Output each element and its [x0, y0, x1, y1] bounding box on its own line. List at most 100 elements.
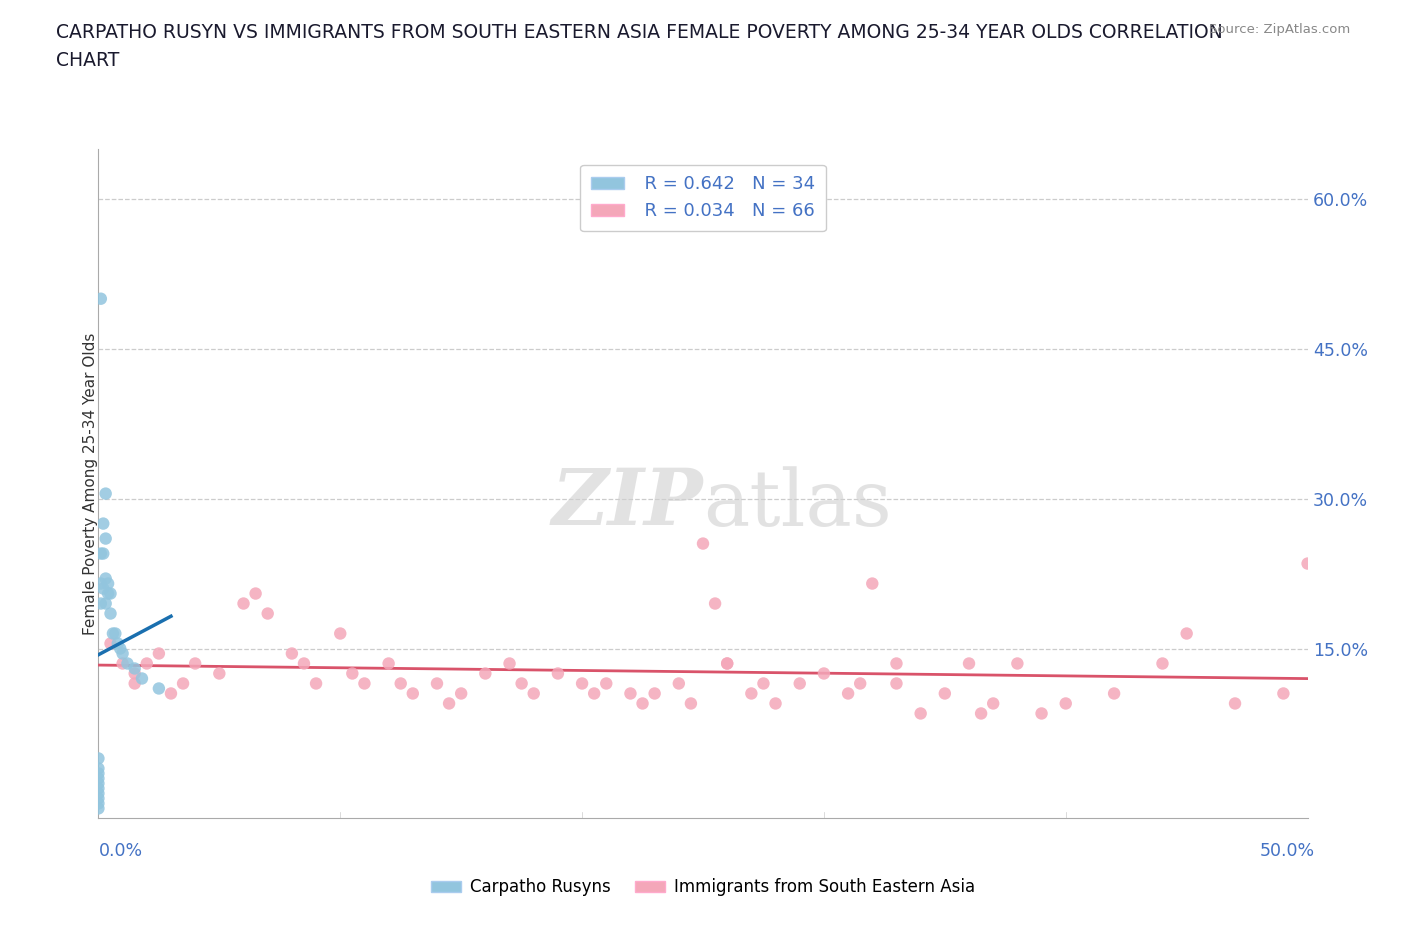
Point [124, 666, 146, 681]
Point [619, 686, 641, 701]
Point [981, 696, 1004, 711]
Point [111, 656, 134, 671]
Text: atlas: atlas [703, 466, 891, 541]
Point [631, 696, 654, 711]
Point [94, 531, 117, 546]
Point [245, 586, 267, 601]
Text: 0.0%: 0.0% [98, 842, 142, 859]
Point [305, 676, 328, 691]
Point [107, 636, 129, 651]
Point [101, 626, 124, 641]
Point [104, 626, 127, 641]
Point [91, 516, 114, 531]
Point [547, 666, 569, 681]
Point [498, 656, 520, 671]
Point [97, 586, 120, 601]
Point [957, 656, 980, 671]
Point [100, 606, 122, 621]
Point [716, 656, 738, 671]
Point [934, 686, 956, 701]
Point [256, 606, 278, 621]
Point [148, 681, 170, 696]
Point [208, 666, 231, 681]
Point [1272, 686, 1295, 701]
Point [1175, 626, 1198, 641]
Point [108, 641, 131, 656]
Point [752, 676, 775, 691]
Point [644, 686, 666, 701]
Y-axis label: Female Poverty Among 25-34 Year Olds: Female Poverty Among 25-34 Year Olds [83, 332, 97, 635]
Point [160, 686, 183, 701]
Point [704, 596, 727, 611]
Point [232, 596, 254, 611]
Legend:   R = 0.642   N = 34,   R = 0.034   N = 66: R = 0.642 N = 34, R = 0.034 N = 66 [581, 165, 825, 232]
Point [1007, 656, 1029, 671]
Point [90, 596, 112, 611]
Point [510, 676, 533, 691]
Point [94, 486, 117, 501]
Point [910, 706, 932, 721]
Point [100, 636, 122, 651]
Point [692, 536, 714, 551]
Text: CARPATHO RUSYN VS IMMIGRANTS FROM SOUTH EASTERN ASIA FEMALE POVERTY AMONG 25-34 : CARPATHO RUSYN VS IMMIGRANTS FROM SOUTH … [56, 23, 1223, 42]
Point [87, 776, 110, 790]
Point [813, 666, 835, 681]
Point [668, 676, 690, 691]
Point [90, 291, 112, 306]
Text: ZIP: ZIP [551, 465, 703, 542]
Point [131, 671, 153, 686]
Point [849, 676, 872, 691]
Point [886, 656, 908, 671]
Legend: Carpatho Rusyns, Immigrants from South Eastern Asia: Carpatho Rusyns, Immigrants from South E… [425, 871, 981, 903]
Point [1102, 686, 1125, 701]
Point [1031, 706, 1053, 721]
Point [860, 576, 883, 591]
Point [148, 646, 170, 661]
Point [292, 656, 315, 671]
Point [135, 656, 157, 671]
Point [837, 686, 859, 701]
Point [117, 656, 139, 671]
Point [87, 786, 110, 801]
Point [87, 791, 110, 806]
Point [342, 666, 364, 681]
Point [100, 586, 122, 601]
Point [87, 796, 110, 811]
Point [91, 581, 114, 596]
Point [389, 676, 412, 691]
Point [789, 676, 811, 691]
Point [87, 761, 110, 776]
Point [184, 656, 207, 671]
Point [172, 676, 194, 691]
Point [91, 546, 114, 561]
Point [1223, 696, 1246, 711]
Point [450, 686, 472, 701]
Point [94, 596, 117, 611]
Point [94, 571, 117, 586]
Point [886, 676, 908, 691]
Point [679, 696, 702, 711]
Point [87, 751, 110, 766]
Point [377, 656, 399, 671]
Point [970, 706, 993, 721]
Point [1054, 696, 1077, 711]
Point [353, 676, 375, 691]
Point [437, 696, 460, 711]
Point [124, 676, 146, 691]
Point [97, 576, 120, 591]
Point [87, 771, 110, 786]
Point [281, 646, 304, 661]
Point [111, 646, 134, 661]
Text: Source: ZipAtlas.com: Source: ZipAtlas.com [1209, 23, 1350, 36]
Point [583, 686, 606, 701]
Point [523, 686, 546, 701]
Point [595, 676, 617, 691]
Point [90, 576, 112, 591]
Point [1152, 656, 1174, 671]
Point [124, 661, 146, 676]
Text: 50.0%: 50.0% [1260, 842, 1315, 859]
Point [87, 766, 110, 781]
Point [402, 686, 425, 701]
Point [740, 686, 762, 701]
Point [426, 676, 449, 691]
